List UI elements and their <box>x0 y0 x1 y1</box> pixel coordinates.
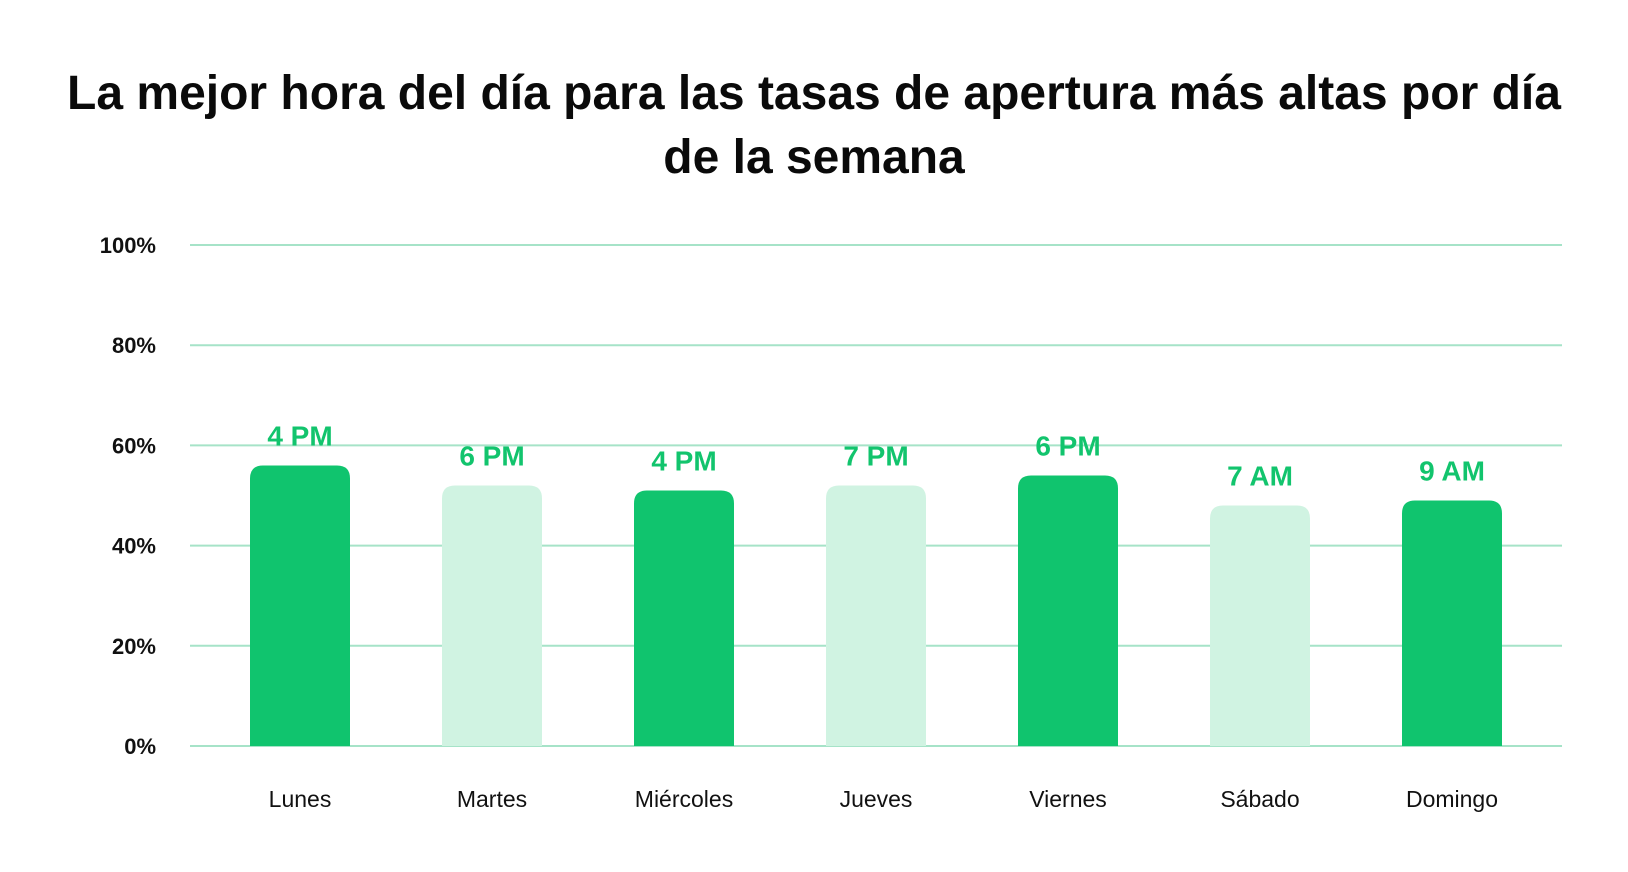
x-category-label: Jueves <box>840 786 913 812</box>
data-label: 6 PM <box>1035 430 1100 461</box>
x-category-label: Martes <box>457 786 527 812</box>
y-tick-label: 0% <box>124 734 156 759</box>
x-category-label: Viernes <box>1029 786 1107 812</box>
x-category-label: Lunes <box>269 786 332 812</box>
y-tick-label: 40% <box>112 534 156 559</box>
bar-martes <box>442 485 542 746</box>
bar-viernes <box>1018 475 1118 746</box>
data-label: 4 PM <box>267 420 332 451</box>
data-label: 7 PM <box>843 440 908 471</box>
data-labels: 4 PM 6 PM 4 PM 7 PM 6 PM 7 AM 9 AM <box>267 420 1485 491</box>
y-axis-tick-labels: 0% 20% 40% 60% 80% 100% <box>100 233 156 759</box>
bar-domingo <box>1402 500 1502 746</box>
bar-sábado <box>1210 505 1310 746</box>
data-label: 9 AM <box>1419 456 1485 487</box>
y-tick-label: 80% <box>112 333 156 358</box>
bar-jueves <box>826 485 926 746</box>
data-label: 6 PM <box>459 440 524 471</box>
y-tick-label: 20% <box>112 634 156 659</box>
x-axis-category-labels: Lunes Martes Miércoles Jueves Viernes Sábado D… <box>269 786 1498 812</box>
data-label: 4 PM <box>651 445 716 476</box>
chart-title: La mejor hora del día para las tasas de … <box>67 67 1561 184</box>
x-category-label: Sábado <box>1220 786 1299 812</box>
x-category-label: Miércoles <box>635 786 733 812</box>
bar-lunes <box>250 465 350 746</box>
data-label: 7 AM <box>1227 461 1293 492</box>
bars <box>250 465 1502 746</box>
y-tick-label: 60% <box>112 433 156 458</box>
bar-miércoles <box>634 490 734 746</box>
y-tick-label: 100% <box>100 233 156 258</box>
x-category-label: Domingo <box>1406 786 1498 812</box>
